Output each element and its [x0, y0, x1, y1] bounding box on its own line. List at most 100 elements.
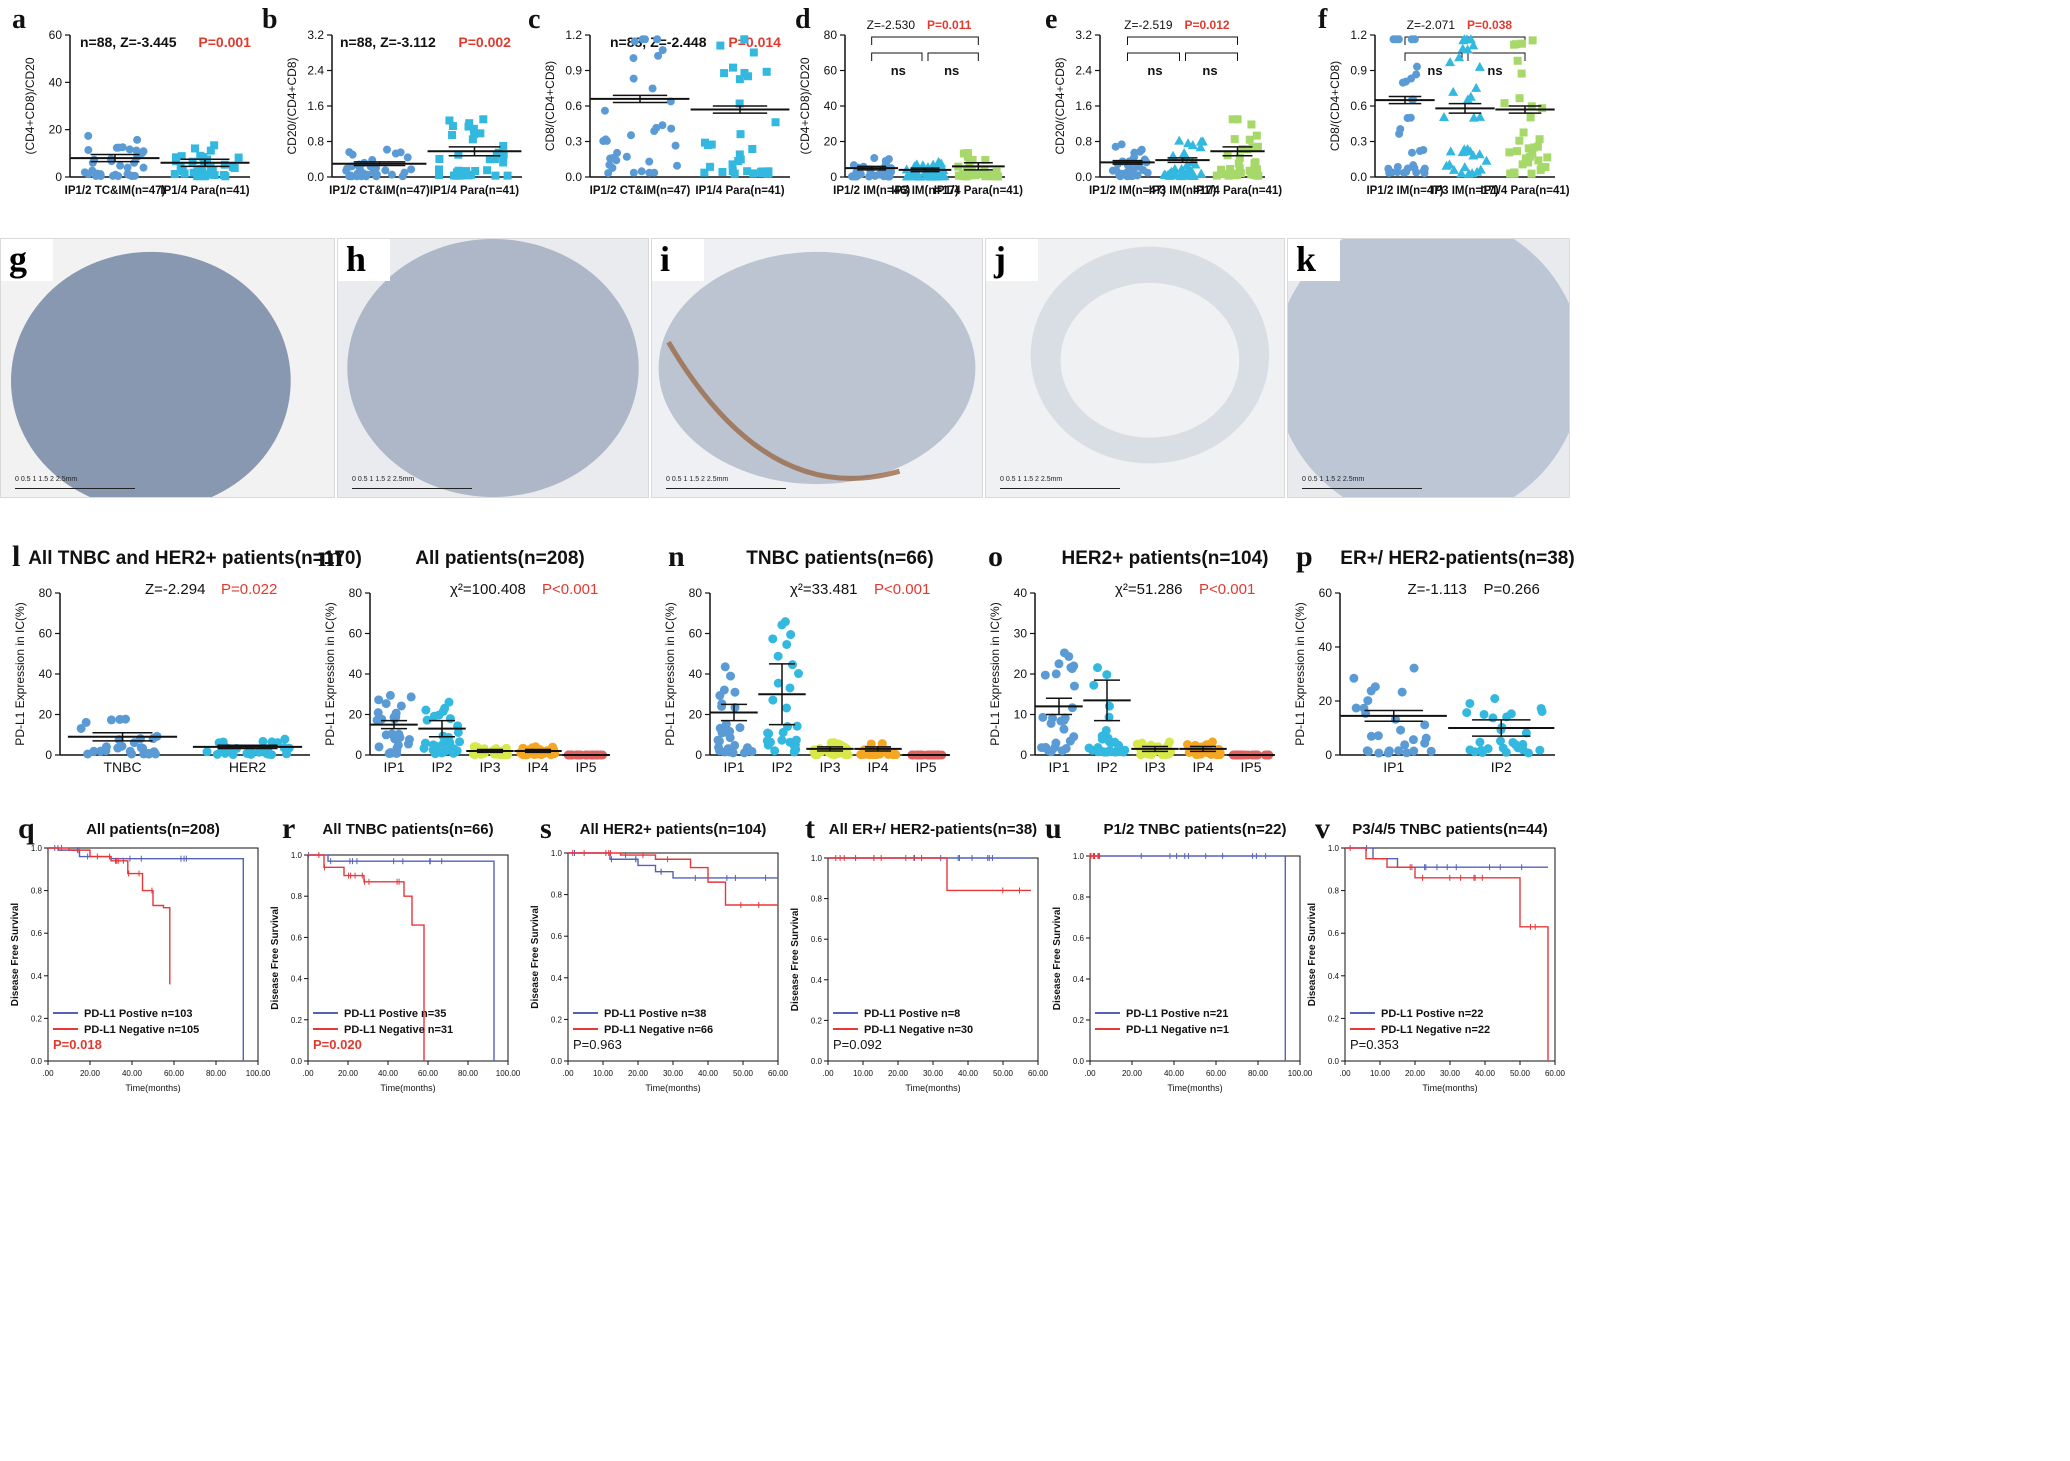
data-point [107, 157, 116, 166]
data-point [1136, 147, 1145, 156]
data-point [135, 734, 145, 744]
data-point [593, 750, 603, 760]
data-point [542, 746, 552, 756]
data-point [188, 157, 197, 166]
x-tick-label: 30.00 [1440, 1069, 1461, 1078]
chart-panel-m: m 0 20 40 60 80 PD-L1 Expression in IC(%) All p… [318, 540, 610, 775]
data-point [1536, 703, 1546, 713]
x-tick-label: HER2 [229, 759, 267, 775]
x-tick-label: IP1 [723, 759, 744, 775]
data-point [132, 146, 141, 155]
data-point [1465, 146, 1476, 156]
data-point [1067, 703, 1077, 713]
data-point [499, 150, 508, 159]
stat-p-value: P=0.011 [927, 18, 972, 32]
data-point [721, 727, 731, 737]
data-point [730, 703, 740, 713]
x-tick-label: IP2 [771, 759, 792, 775]
data-point [521, 750, 531, 760]
data-point [123, 163, 132, 172]
chart-panel-f: f 0.0 0.3 0.6 0.9 1.2 CD8/(CD4+CD8) Z=-2.071 P=0… [1318, 4, 1570, 197]
x-tick-label: .00 [42, 1069, 54, 1078]
data-point [926, 750, 936, 760]
data-point [139, 147, 148, 156]
panel-label-j: j [986, 239, 1038, 281]
data-point [1475, 164, 1486, 174]
data-point [228, 750, 238, 760]
data-point [1408, 95, 1417, 104]
data-point [545, 746, 555, 756]
data-point [875, 744, 885, 754]
data-point [523, 745, 533, 755]
data-point [700, 138, 709, 147]
data-point [479, 748, 489, 758]
data-point [852, 172, 861, 181]
data-point [1038, 712, 1048, 722]
data-point [658, 46, 667, 55]
data-point [571, 750, 581, 760]
data-point [1044, 746, 1053, 756]
y-tick-label: 40 [689, 667, 703, 681]
data-point [923, 170, 934, 180]
data-point [372, 172, 381, 181]
data-point [1190, 740, 1200, 750]
y-tick-label: 0.8 [811, 895, 823, 904]
y-axis-label: Disease Free Survival [790, 908, 801, 1012]
data-point [605, 160, 614, 169]
data-point [826, 738, 836, 748]
y-tick-label: 0.6 [1328, 929, 1340, 938]
data-point [860, 749, 870, 759]
data-point [1164, 170, 1175, 180]
y-tick-label: 80 [689, 586, 703, 600]
y-tick-label: 1.6 [307, 99, 324, 113]
data-point [1517, 69, 1526, 78]
y-tick-label: 0.0 [291, 1057, 303, 1066]
x-tick-label: IP1 [1048, 759, 1069, 775]
y-tick-label: 0 [1020, 748, 1027, 762]
data-point [1254, 171, 1263, 180]
data-point [736, 155, 745, 164]
data-point [437, 748, 447, 758]
data-point [1229, 169, 1238, 178]
x-axis-label: Time(months) [1167, 1083, 1222, 1093]
data-point [117, 741, 127, 751]
data-point [582, 750, 592, 760]
data-point [445, 745, 455, 755]
data-point [925, 171, 936, 181]
data-point [789, 747, 799, 757]
y-tick-label: 0.6 [291, 933, 303, 942]
data-point [1183, 138, 1194, 148]
data-point [1465, 34, 1476, 44]
y-tick-label: 0.0 [1328, 1057, 1340, 1066]
data-point [747, 746, 757, 756]
data-point [1490, 694, 1500, 704]
data-point [1231, 750, 1241, 760]
y-tick-label: 1.6 [1075, 99, 1092, 113]
data-point [971, 171, 980, 180]
data-point [930, 169, 941, 179]
y-tick-label: 0 [1325, 748, 1332, 762]
data-point [877, 168, 886, 177]
data-point [387, 729, 397, 739]
data-point [849, 161, 858, 170]
data-point [1116, 170, 1125, 179]
data-point [934, 164, 945, 174]
bracket [1127, 52, 1180, 61]
data-point [967, 167, 976, 176]
data-point [1459, 162, 1470, 172]
micrograph-k: k 0 0.5 1 1.5 2 2.5mm [1287, 238, 1570, 498]
data-point [114, 172, 123, 181]
data-point [599, 137, 608, 146]
y-axis-label: Disease Free Survival [530, 905, 541, 1009]
data-point [1220, 169, 1229, 178]
data-point [199, 170, 208, 179]
data-point [1511, 40, 1520, 49]
data-point [138, 149, 147, 158]
data-point [870, 154, 879, 163]
scale-bar-k: 0 0.5 1 1.5 2 2.5mm [1302, 476, 1422, 489]
data-point [735, 723, 745, 733]
data-point [1238, 145, 1247, 154]
data-point [720, 69, 729, 78]
data-point [483, 166, 492, 175]
x-tick-label: 20.00 [80, 1069, 101, 1078]
